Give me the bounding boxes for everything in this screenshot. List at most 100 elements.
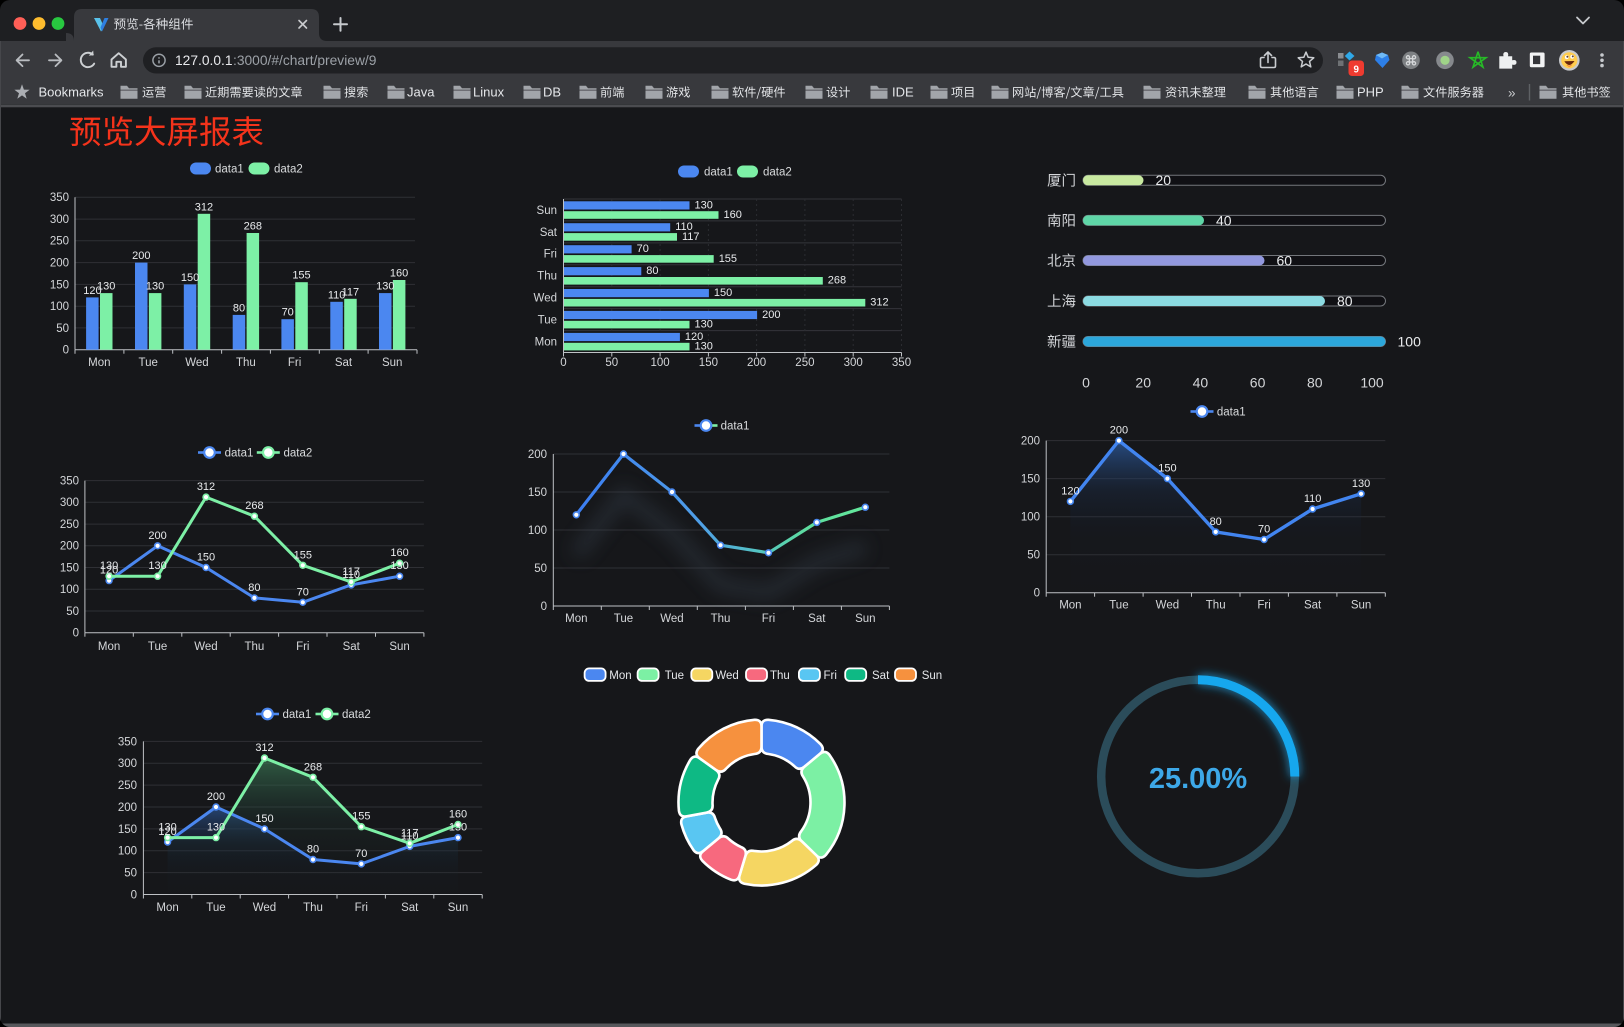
svg-text:60: 60 [1250, 375, 1266, 391]
svg-text:100: 100 [1398, 333, 1422, 349]
svg-text:Sun: Sun [1351, 600, 1371, 612]
svg-text:120: 120 [83, 285, 101, 297]
svg-text:155: 155 [352, 811, 370, 823]
svg-text:Thu: Thu [303, 902, 323, 914]
svg-text:312: 312 [870, 297, 888, 309]
svg-text:120: 120 [100, 565, 118, 577]
svg-text:Fri: Fri [288, 357, 301, 369]
svg-text:Thu: Thu [770, 670, 790, 682]
svg-text:Mon: Mon [1059, 600, 1081, 612]
svg-text:Sat: Sat [872, 670, 890, 682]
svg-text:80: 80 [1307, 375, 1323, 391]
svg-text:150: 150 [50, 279, 69, 291]
svg-text:200: 200 [747, 357, 766, 369]
svg-text:150: 150 [1158, 463, 1176, 475]
svg-text:130: 130 [100, 560, 118, 572]
svg-text:130: 130 [695, 199, 713, 211]
svg-text:Wed: Wed [534, 293, 557, 305]
svg-text:Sun: Sun [855, 613, 875, 625]
svg-text:50: 50 [66, 606, 79, 618]
svg-text:300: 300 [118, 758, 137, 770]
svg-text:Java: Java [407, 85, 435, 100]
svg-text:350: 350 [892, 357, 911, 369]
svg-text:117: 117 [682, 231, 700, 243]
svg-text:Thu: Thu [537, 271, 557, 283]
svg-text:100: 100 [118, 846, 137, 858]
svg-text:Wed: Wed [660, 613, 683, 625]
svg-text:Fri: Fri [824, 670, 837, 682]
svg-text:150: 150 [255, 813, 273, 825]
svg-text:200: 200 [1021, 436, 1040, 448]
svg-text:Thu: Thu [236, 357, 256, 369]
svg-text:data1: data1 [283, 709, 312, 721]
svg-text:Fri: Fri [544, 249, 557, 261]
svg-text:200: 200 [118, 802, 137, 814]
svg-text:0: 0 [1034, 588, 1040, 600]
svg-text:117: 117 [342, 566, 360, 578]
svg-text:155: 155 [292, 270, 310, 282]
svg-text:312: 312 [195, 201, 213, 213]
svg-text:0: 0 [131, 889, 137, 901]
svg-text:350: 350 [60, 476, 79, 488]
svg-text:IDE: IDE [892, 85, 914, 100]
svg-text:312: 312 [255, 742, 273, 754]
svg-text:Tue: Tue [614, 613, 633, 625]
svg-text:25.00%: 25.00% [1149, 763, 1248, 795]
svg-text:300: 300 [844, 357, 863, 369]
svg-text:150: 150 [528, 487, 547, 499]
svg-text:Bookmarks: Bookmarks [39, 85, 105, 100]
svg-text:Sun: Sun [389, 641, 409, 653]
svg-text:300: 300 [50, 214, 69, 226]
svg-text:Sat: Sat [401, 902, 419, 914]
svg-text:268: 268 [245, 500, 263, 512]
svg-text:Fri: Fri [355, 902, 368, 914]
svg-text:Wed: Wed [253, 902, 276, 914]
svg-text:300: 300 [60, 497, 79, 509]
svg-text:268: 268 [304, 761, 322, 773]
svg-text:200: 200 [1110, 425, 1128, 437]
svg-text:100: 100 [1360, 375, 1384, 391]
svg-text:Sat: Sat [343, 641, 361, 653]
svg-text:80: 80 [307, 844, 319, 856]
svg-text:268: 268 [828, 275, 846, 287]
svg-text:350: 350 [50, 192, 69, 204]
svg-text:50: 50 [605, 357, 618, 369]
svg-text:250: 250 [50, 236, 69, 248]
svg-text:50: 50 [1027, 550, 1040, 562]
svg-text:312: 312 [197, 481, 215, 493]
svg-text:200: 200 [528, 449, 547, 461]
svg-text:120: 120 [685, 331, 703, 343]
svg-text:127.0.0.1: 127.0.0.1 [175, 53, 233, 68]
svg-text:130: 130 [376, 281, 394, 293]
svg-text:200: 200 [207, 791, 225, 803]
svg-text:data2: data2 [763, 167, 792, 179]
svg-text:130: 130 [1352, 478, 1370, 490]
svg-text:0: 0 [73, 628, 79, 640]
svg-text:100: 100 [60, 584, 79, 596]
svg-text:Wed: Wed [715, 670, 738, 682]
svg-text:110: 110 [342, 569, 360, 581]
svg-text:data1: data1 [225, 448, 254, 460]
svg-text:data1: data1 [704, 167, 733, 179]
svg-text:Tue: Tue [665, 670, 684, 682]
svg-text:110: 110 [328, 289, 346, 301]
svg-text:80: 80 [248, 582, 260, 594]
svg-text:150: 150 [714, 287, 732, 299]
svg-text:117: 117 [401, 827, 419, 839]
svg-text:data1: data1 [215, 164, 244, 176]
svg-text:0: 0 [63, 345, 69, 357]
svg-text:268: 268 [244, 221, 262, 233]
svg-text:150: 150 [118, 824, 137, 836]
svg-text:117: 117 [342, 286, 360, 298]
svg-text:200: 200 [132, 250, 150, 262]
svg-text:250: 250 [795, 357, 814, 369]
svg-text:100: 100 [1021, 512, 1040, 524]
svg-text:50: 50 [534, 563, 547, 575]
svg-text:200: 200 [148, 530, 166, 542]
svg-text:60: 60 [1277, 252, 1293, 268]
svg-text:Sun: Sun [382, 357, 402, 369]
svg-text:data2: data2 [284, 448, 313, 460]
svg-text:Mon: Mon [156, 902, 178, 914]
svg-text:160: 160 [390, 268, 408, 280]
svg-text:150: 150 [699, 357, 718, 369]
